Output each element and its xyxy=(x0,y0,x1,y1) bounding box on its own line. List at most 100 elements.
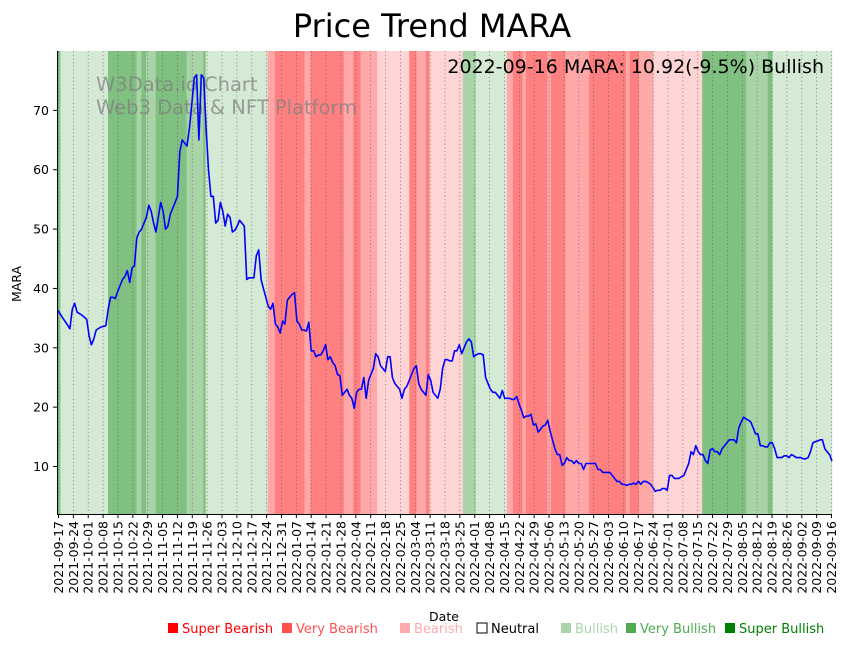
x-tick-label: 2022-06-17 xyxy=(631,521,646,594)
band-bullish xyxy=(186,51,204,514)
band-bearish xyxy=(304,51,311,514)
legend: Super Bearish Very Bearish Bearish Neutral B… xyxy=(168,622,824,637)
band-bullish-light xyxy=(205,51,268,514)
x-tick-label: 2022-05-20 xyxy=(571,521,586,594)
legend-swatch xyxy=(626,623,636,633)
band-bearish-light xyxy=(377,51,410,514)
band-bearish-light xyxy=(653,51,703,514)
band-bearish xyxy=(360,51,378,514)
x-tick-label: 2021-12-24 xyxy=(259,521,274,594)
band-very-bearish xyxy=(310,51,345,514)
x-tick-label: 2021-11-26 xyxy=(200,521,215,594)
x-tick-label: 2022-01-14 xyxy=(304,521,319,594)
x-tick-label: 2022-07-22 xyxy=(705,521,720,594)
x-tick-label: 2022-02-25 xyxy=(393,521,408,594)
x-tick-label: 2022-08-19 xyxy=(765,521,780,594)
x-tick-label: 2022-03-04 xyxy=(408,521,423,594)
band-bearish xyxy=(547,51,552,514)
vertical-grid xyxy=(58,51,832,514)
band-bearish xyxy=(639,51,654,514)
x-tick-label: 2022-04-01 xyxy=(467,521,482,594)
y-tick-label: 20 xyxy=(33,400,49,415)
band-bullish xyxy=(136,51,142,514)
y-tick-label: 50 xyxy=(33,222,49,237)
band-very-bullish xyxy=(141,51,147,514)
x-tick-label: 2022-09-09 xyxy=(809,521,824,594)
x-tick-label: 2022-02-04 xyxy=(348,521,363,594)
legend-item-label: Bullish xyxy=(575,622,618,637)
x-tick-label: 2022-05-27 xyxy=(586,521,601,594)
x-tick-label: 2021-12-31 xyxy=(274,521,289,594)
x-tick-label: 2022-08-12 xyxy=(750,521,765,594)
x-tick-label: 2022-04-29 xyxy=(527,521,542,594)
x-tick-label: 2022-02-18 xyxy=(378,521,393,594)
band-very-bearish xyxy=(353,51,361,514)
band-very-bullish xyxy=(767,51,773,514)
x-tick-label: 2022-08-26 xyxy=(779,521,794,594)
x-tick-label: 2022-06-10 xyxy=(616,521,631,594)
watermark: W3Data.io Chart Web3 Data & NFT Platform xyxy=(96,73,357,119)
band-very-bearish xyxy=(589,51,627,514)
band-bearish xyxy=(565,51,590,514)
x-tick-label: 2021-10-15 xyxy=(110,521,125,594)
x-tick-label: 2022-07-15 xyxy=(690,521,705,594)
x-tick-label: 2022-09-02 xyxy=(794,521,809,594)
band-very-bearish xyxy=(550,51,566,514)
band-very-bullish xyxy=(203,51,206,514)
band-bearish xyxy=(506,51,514,514)
x-axis-label: Date xyxy=(429,609,459,624)
legend-item-label: Super Bullish xyxy=(739,622,824,637)
band-bearish xyxy=(267,51,276,514)
x-tick-label: 2021-10-29 xyxy=(140,521,155,594)
watermark-line-2: Web3 Data & NFT Platform xyxy=(96,96,357,119)
band-bullish xyxy=(462,51,477,514)
x-tick-label: 2022-08-05 xyxy=(735,521,750,594)
band-very-bearish xyxy=(525,51,548,514)
band-very-bearish xyxy=(425,51,430,514)
x-tick-label: 2021-11-19 xyxy=(185,521,200,594)
band-very-bearish xyxy=(274,51,305,514)
x-tick-label: 2022-04-22 xyxy=(512,521,527,594)
band-bearish xyxy=(416,51,427,514)
x-tick-label: 2022-01-21 xyxy=(319,521,334,594)
band-very-bullish xyxy=(108,51,137,514)
legend-swatch xyxy=(168,623,178,633)
legend-swatch xyxy=(400,623,410,633)
x-tick-label: 2022-06-03 xyxy=(601,521,616,594)
legend-item-label: Super Bearish xyxy=(182,622,273,637)
band-very-bearish xyxy=(409,51,417,514)
latest-price-annotation: 2022-09-16 MARA: 10.92(-9.5%) Bullish xyxy=(447,56,824,78)
background-bands xyxy=(58,51,833,514)
legend-swatch xyxy=(725,623,735,633)
x-tick-label: 2021-11-12 xyxy=(170,521,185,594)
legend-item-label: Bearish xyxy=(414,622,463,637)
x-tick-label: 2021-10-08 xyxy=(96,521,111,594)
band-bearish xyxy=(343,51,354,514)
x-tick-label: 2022-03-18 xyxy=(438,521,453,594)
x-tick-label: 2021-12-10 xyxy=(229,521,244,594)
legend-item-label: Neutral xyxy=(491,622,539,637)
legend-swatch xyxy=(561,623,571,633)
band-very-bearish xyxy=(629,51,640,514)
x-tick-label: 2022-01-28 xyxy=(333,521,348,594)
y-axis-label: MARA xyxy=(9,266,24,303)
band-bullish xyxy=(746,51,768,514)
x-tick-label: 2022-03-25 xyxy=(452,521,467,594)
legend-item-label: Very Bearish xyxy=(296,622,378,637)
x-tick-label: 2022-04-15 xyxy=(497,521,512,594)
y-tick-label: 30 xyxy=(33,340,49,355)
x-tick-label: 2022-09-16 xyxy=(824,521,839,594)
band-bullish-light xyxy=(475,51,508,514)
band-bearish xyxy=(625,51,630,514)
x-tick-label: 2021-12-03 xyxy=(215,521,230,594)
y-tick-label: 70 xyxy=(33,103,49,118)
price-line-series xyxy=(57,73,833,493)
x-tick-label: 2022-05-13 xyxy=(556,521,571,594)
legend-swatch xyxy=(282,623,292,633)
x-tick-label: 2021-10-01 xyxy=(81,521,96,594)
x-tick-label: 2021-09-24 xyxy=(66,521,81,594)
y-axis-ticks: 10 20 30 40 50 60 70 xyxy=(33,103,57,474)
band-very-bearish xyxy=(512,51,523,514)
x-tick-label: 2021-10-22 xyxy=(125,521,140,594)
